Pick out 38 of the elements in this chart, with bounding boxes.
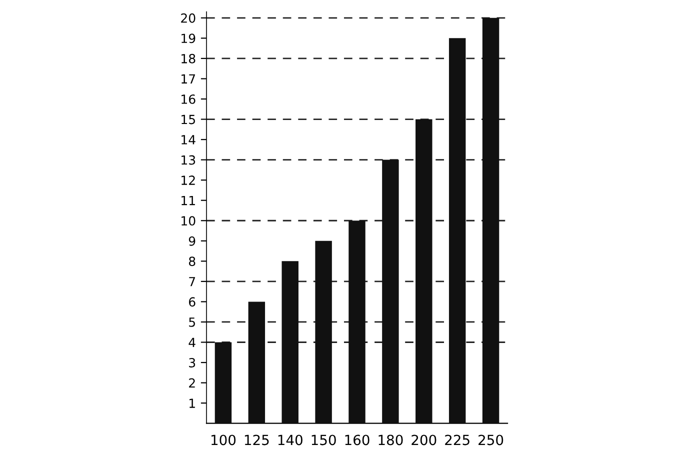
y-tick-label: 2: [189, 378, 195, 388]
y-tick-label: 16: [182, 94, 196, 104]
x-tick-label: 180: [378, 434, 403, 446]
y-tick-label: 14: [182, 135, 196, 144]
y-tick-label: 1: [190, 398, 195, 408]
x-tick-label: 125: [244, 434, 269, 446]
x-tick-label: 140: [278, 434, 302, 446]
x-tick-label: 100: [211, 434, 236, 446]
y-tick-label: 20: [181, 13, 196, 23]
x-tick-label: 225: [445, 434, 470, 446]
y-tick-label: 10: [182, 216, 196, 226]
x-tick-label: 250: [478, 434, 504, 446]
y-tick-label: 5: [189, 318, 195, 327]
y-tick-label: 6: [189, 297, 196, 307]
y-tick-label: 9: [188, 236, 196, 246]
bar: [214, 342, 232, 424]
x-tick-label: 200: [412, 434, 436, 446]
bar: [315, 240, 332, 424]
y-tick-label: 13: [182, 155, 196, 165]
bar: [248, 302, 266, 424]
bar: [448, 38, 466, 424]
x-tick-label: 160: [345, 434, 370, 446]
bar: [482, 18, 500, 424]
y-tick-label: 15: [182, 114, 195, 124]
y-tick-label: 17: [182, 74, 196, 84]
bar: [348, 220, 366, 424]
y-tick-label: 7: [189, 277, 196, 286]
y-tick-label: 8: [188, 256, 196, 266]
y-tick-label: 3: [189, 358, 196, 368]
bar: [282, 261, 298, 424]
y-tick-label: 4: [188, 338, 196, 347]
bar: [416, 119, 432, 424]
x-tick-label: 150: [312, 434, 336, 446]
bar: [382, 160, 399, 424]
y-tick-label: 12: [182, 176, 195, 185]
y-tick-label: 11: [182, 196, 195, 206]
y-tick-label: 19: [182, 34, 196, 44]
y-tick-label: 18: [182, 54, 196, 64]
